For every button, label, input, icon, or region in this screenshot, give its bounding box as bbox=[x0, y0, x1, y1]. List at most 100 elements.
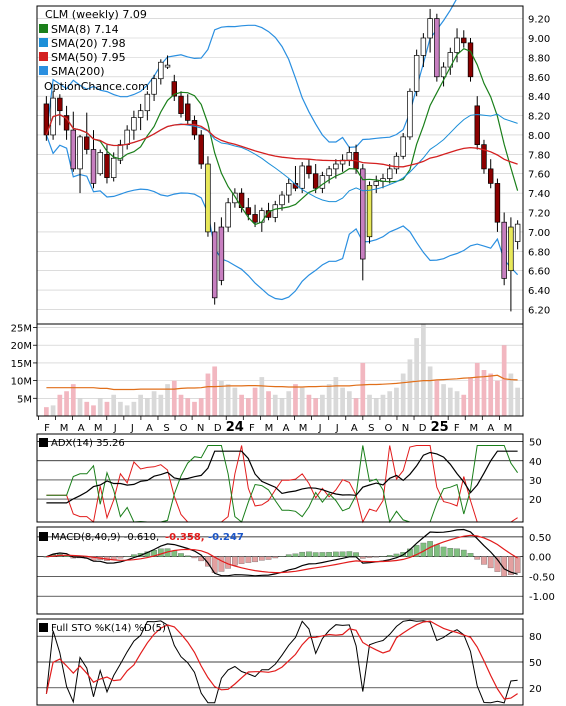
price-candle bbox=[366, 181, 373, 244]
volume-bar bbox=[313, 398, 319, 416]
price-candle bbox=[474, 96, 480, 150]
volume-y-tick: 25M bbox=[11, 324, 32, 335]
sto-legend-swatch bbox=[39, 623, 48, 632]
macd-legend-swatch bbox=[39, 532, 48, 541]
volume-bar bbox=[488, 373, 494, 416]
macd-histogram-bar bbox=[252, 556, 258, 563]
price-panel: 9.20 9.00 8.80 8.60 8.40 8.20 8.00 7.80 7.60 7.40… bbox=[36, 0, 550, 325]
x-month-label: J bbox=[318, 423, 322, 434]
volume-frame bbox=[36, 323, 524, 417]
volume-bar bbox=[124, 405, 130, 416]
candle-body bbox=[232, 192, 238, 204]
price-candle bbox=[420, 33, 427, 68]
x-month-label: M bbox=[265, 423, 274, 434]
x-month-label: A bbox=[283, 423, 290, 434]
price-candle bbox=[272, 200, 278, 223]
volume-bar bbox=[138, 394, 143, 416]
adx-title: ADX(14) 35.26 bbox=[51, 438, 125, 449]
macd-histogram-bar bbox=[454, 548, 460, 557]
volume-bar bbox=[239, 394, 244, 416]
x-month-label: F bbox=[44, 423, 50, 434]
macd-histogram-bar bbox=[413, 545, 420, 557]
price-candle bbox=[494, 178, 501, 232]
macd-histogram-bar bbox=[481, 556, 487, 565]
volume-bar bbox=[508, 373, 514, 416]
volume-bar bbox=[474, 362, 480, 416]
macd-histogram-bar bbox=[124, 556, 130, 558]
volume-bar bbox=[441, 384, 446, 416]
volume-bar bbox=[64, 391, 69, 416]
volume-bar bbox=[84, 401, 90, 416]
x-month-label: M bbox=[60, 423, 69, 434]
x-month-label: S bbox=[163, 423, 169, 434]
volume-bar bbox=[165, 384, 170, 416]
candle-body bbox=[440, 66, 447, 78]
price-candle bbox=[467, 37, 474, 82]
candle-body bbox=[514, 223, 521, 242]
candle-body bbox=[434, 18, 440, 78]
price-y-tick: 7.20 bbox=[528, 209, 550, 220]
macd-histogram-bar bbox=[285, 554, 292, 557]
adx-legend-swatch bbox=[39, 438, 48, 447]
volume-bar bbox=[44, 407, 49, 416]
candle-body bbox=[494, 183, 501, 223]
price-candle bbox=[151, 74, 157, 102]
candle-body bbox=[333, 163, 339, 170]
price-candle bbox=[393, 152, 400, 174]
macd-histogram-bar bbox=[272, 556, 279, 559]
price-candle bbox=[434, 13, 440, 82]
candle-body bbox=[299, 165, 305, 189]
price-candle bbox=[225, 197, 231, 232]
price-y-tick: 8.60 bbox=[528, 73, 550, 84]
volume-bar bbox=[360, 362, 366, 416]
x-month-label: O bbox=[180, 423, 188, 434]
volume-bar bbox=[447, 387, 453, 416]
x-month-label: D bbox=[419, 423, 427, 434]
candle-body bbox=[487, 168, 494, 184]
macd-histogram-bar bbox=[279, 556, 285, 557]
price-y-tick: 7.00 bbox=[528, 228, 550, 239]
candle-body bbox=[427, 18, 433, 39]
macd-histogram-bar bbox=[359, 556, 366, 559]
candle-body bbox=[420, 37, 427, 56]
price-candle bbox=[137, 103, 144, 131]
price-candle bbox=[387, 164, 393, 184]
candle-body bbox=[387, 168, 393, 179]
x-month-label: 24 bbox=[226, 420, 244, 435]
candle-body bbox=[252, 214, 258, 223]
candle-body bbox=[70, 129, 77, 170]
volume-bar bbox=[104, 401, 110, 416]
price-candle bbox=[131, 110, 137, 140]
price-candle bbox=[319, 171, 326, 194]
bollinger-lower-line bbox=[45, 134, 519, 301]
legend-swatch bbox=[39, 24, 48, 33]
legend-swatch bbox=[39, 52, 48, 61]
candle-body bbox=[366, 185, 373, 238]
volume-y-ticks: 25M 20M 15M 10M 5M bbox=[11, 324, 32, 406]
macd-histogram-bar bbox=[306, 551, 312, 557]
price-candle bbox=[312, 164, 319, 194]
legend-swatch bbox=[39, 38, 48, 47]
macd-histogram-bar bbox=[440, 546, 447, 557]
macd-histogram-bar bbox=[265, 556, 272, 560]
x-month-label: J bbox=[113, 423, 117, 434]
price-candle bbox=[70, 111, 77, 172]
price-y-tick: 8.20 bbox=[528, 112, 550, 123]
candle-body bbox=[265, 210, 272, 218]
volume-bar bbox=[77, 398, 83, 416]
macd-histogram-bar bbox=[380, 555, 386, 557]
volume-bar bbox=[468, 377, 473, 416]
macd-histogram-bar bbox=[312, 552, 319, 557]
sto-k-line bbox=[45, 619, 518, 704]
x-month-label: D bbox=[214, 423, 222, 434]
adx-panel: 50 40 30 20 ADX(14) 35.26 bbox=[36, 433, 542, 524]
adx-y-tick: 50 bbox=[529, 438, 542, 449]
volume-bar bbox=[111, 394, 117, 416]
volume-bar bbox=[192, 401, 197, 416]
moving-averages bbox=[45, 48, 519, 226]
price-candle bbox=[232, 188, 238, 208]
minus-di-line bbox=[46, 445, 519, 524]
macd-histogram-bar bbox=[245, 556, 252, 563]
stochastic-y-tick: 20 bbox=[529, 684, 542, 695]
